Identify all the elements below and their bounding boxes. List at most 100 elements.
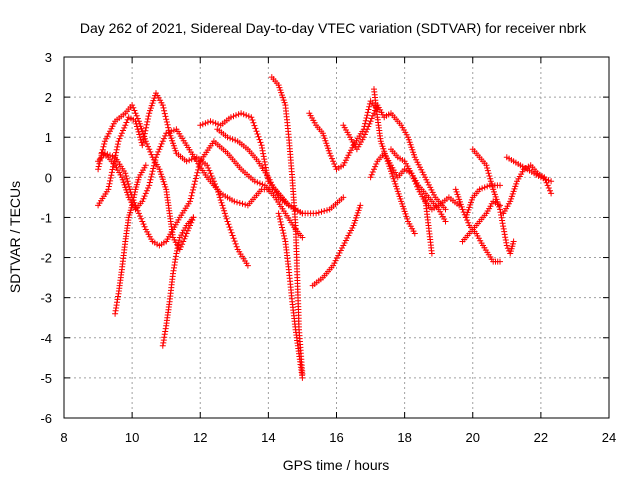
data-point-plus-marker: [231, 238, 238, 245]
data-point-plus-marker: [367, 118, 374, 125]
data-point-plus-marker: [174, 245, 181, 252]
x-tick-label: 12: [193, 430, 207, 445]
data-point-plus-marker: [465, 219, 472, 226]
x-tick-label: 20: [466, 430, 480, 445]
data-point-plus-marker: [366, 120, 373, 127]
data-point-plus-marker: [232, 240, 239, 247]
data-point-plus-marker: [228, 229, 235, 236]
data-point-plus-marker: [363, 128, 369, 135]
series-arc-10: [275, 210, 306, 381]
data-point-plus-marker: [130, 104, 137, 111]
series-arc-9: [268, 74, 306, 377]
data-point-plus-marker: [194, 169, 201, 176]
data-point-plus-marker: [547, 187, 553, 194]
data-point-plus-marker: [148, 171, 155, 178]
data-point-plus-marker: [151, 159, 158, 166]
data-point-plus-marker: [100, 143, 107, 150]
data-point-plus-marker: [164, 121, 171, 128]
data-point-plus-marker: [146, 179, 153, 186]
data-point-plus-marker: [369, 169, 376, 175]
data-point-plus-marker: [142, 162, 149, 169]
data-point-plus-marker: [105, 186, 112, 193]
data-point-plus-marker: [331, 161, 338, 167]
data-point-plus-marker: [104, 151, 111, 158]
data-point-plus-marker: [479, 185, 486, 192]
data-point-plus-marker: [147, 176, 154, 183]
data-point-plus-marker: [207, 170, 214, 177]
data-point-plus-marker: [122, 170, 129, 177]
data-point-plus-marker: [231, 198, 238, 205]
data-point-plus-marker: [183, 230, 190, 237]
data-point-plus-marker: [219, 202, 226, 209]
data-point-plus-marker: [226, 224, 233, 231]
data-point-plus-marker: [187, 198, 193, 205]
data-point-plus-marker: [230, 235, 237, 242]
data-point-plus-marker: [545, 177, 552, 184]
data-point-plus-marker: [115, 138, 122, 145]
data-point-plus-marker: [364, 126, 371, 133]
series-arc-19: [459, 198, 503, 245]
data-point-plus-marker: [324, 207, 330, 214]
data-point-plus-marker: [249, 117, 256, 123]
data-point-plus-marker: [329, 155, 335, 162]
y-tick-label: -1: [40, 210, 52, 225]
data-point-plus-marker: [360, 134, 367, 141]
data-point-plus-marker: [242, 201, 249, 208]
data-point-plus-marker: [101, 141, 108, 147]
data-point-plus-marker: [150, 162, 157, 169]
data-point-plus-marker: [143, 187, 150, 194]
data-point-plus-marker: [146, 182, 153, 189]
data-point-plus-marker: [414, 183, 421, 190]
x-tick-labels: 8 10 12 14 16 18 20 22 24: [60, 430, 616, 445]
grid-lines: [64, 57, 609, 418]
data-point-plus-marker: [238, 110, 245, 117]
data-point-plus-marker: [113, 146, 120, 153]
data-point-plus-marker: [141, 193, 148, 200]
data-point-plus-marker: [131, 107, 138, 114]
data-point-plus-marker: [217, 197, 224, 204]
data-point-plus-marker: [118, 130, 125, 137]
series-arc-21: [469, 146, 517, 257]
data-point-plus-marker: [276, 213, 283, 220]
data-point-plus-marker: [459, 206, 466, 213]
data-points: [95, 74, 555, 381]
data-point-plus-marker: [411, 230, 418, 237]
series-arc-8: [214, 126, 292, 209]
data-point-plus-marker: [545, 185, 552, 191]
series-arc-12: [309, 202, 364, 289]
x-tick-label: 8: [60, 430, 67, 445]
x-tick-label: 14: [261, 430, 275, 445]
data-point-plus-marker: [99, 146, 106, 153]
data-point-plus-marker: [145, 113, 152, 120]
data-point-plus-marker: [182, 233, 189, 240]
data-point-plus-marker: [277, 216, 283, 222]
data-point-plus-marker: [485, 170, 492, 177]
data-point-plus-marker: [367, 174, 374, 181]
data-point-plus-marker: [253, 128, 260, 135]
data-point-plus-marker: [156, 146, 163, 153]
data-point-plus-marker: [281, 235, 288, 242]
data-point-plus-marker: [165, 129, 172, 136]
series-arc-15: [371, 86, 418, 237]
data-point-plus-marker: [484, 165, 491, 171]
data-point-plus-marker: [131, 191, 138, 198]
data-point-plus-marker: [158, 140, 165, 147]
data-point-plus-marker: [259, 181, 266, 188]
data-point-plus-marker: [215, 189, 222, 195]
data-point-plus-marker: [280, 230, 287, 237]
data-point-plus-marker: [221, 207, 228, 214]
series-arc-23: [503, 154, 555, 185]
data-point-plus-marker: [136, 131, 143, 138]
data-point-plus-marker: [152, 157, 159, 164]
data-point-plus-marker: [183, 158, 190, 165]
data-point-plus-marker: [123, 119, 130, 126]
data-point-plus-marker: [163, 116, 170, 123]
data-point-plus-marker: [330, 158, 337, 165]
data-point-plus-marker: [144, 118, 151, 125]
data-point-plus-marker: [332, 163, 339, 170]
data-point-plus-marker: [139, 198, 146, 205]
data-point-plus-marker: [129, 199, 136, 206]
data-point-plus-marker: [149, 168, 156, 175]
data-point-plus-marker: [372, 163, 379, 170]
data-point-plus-marker: [410, 175, 417, 182]
